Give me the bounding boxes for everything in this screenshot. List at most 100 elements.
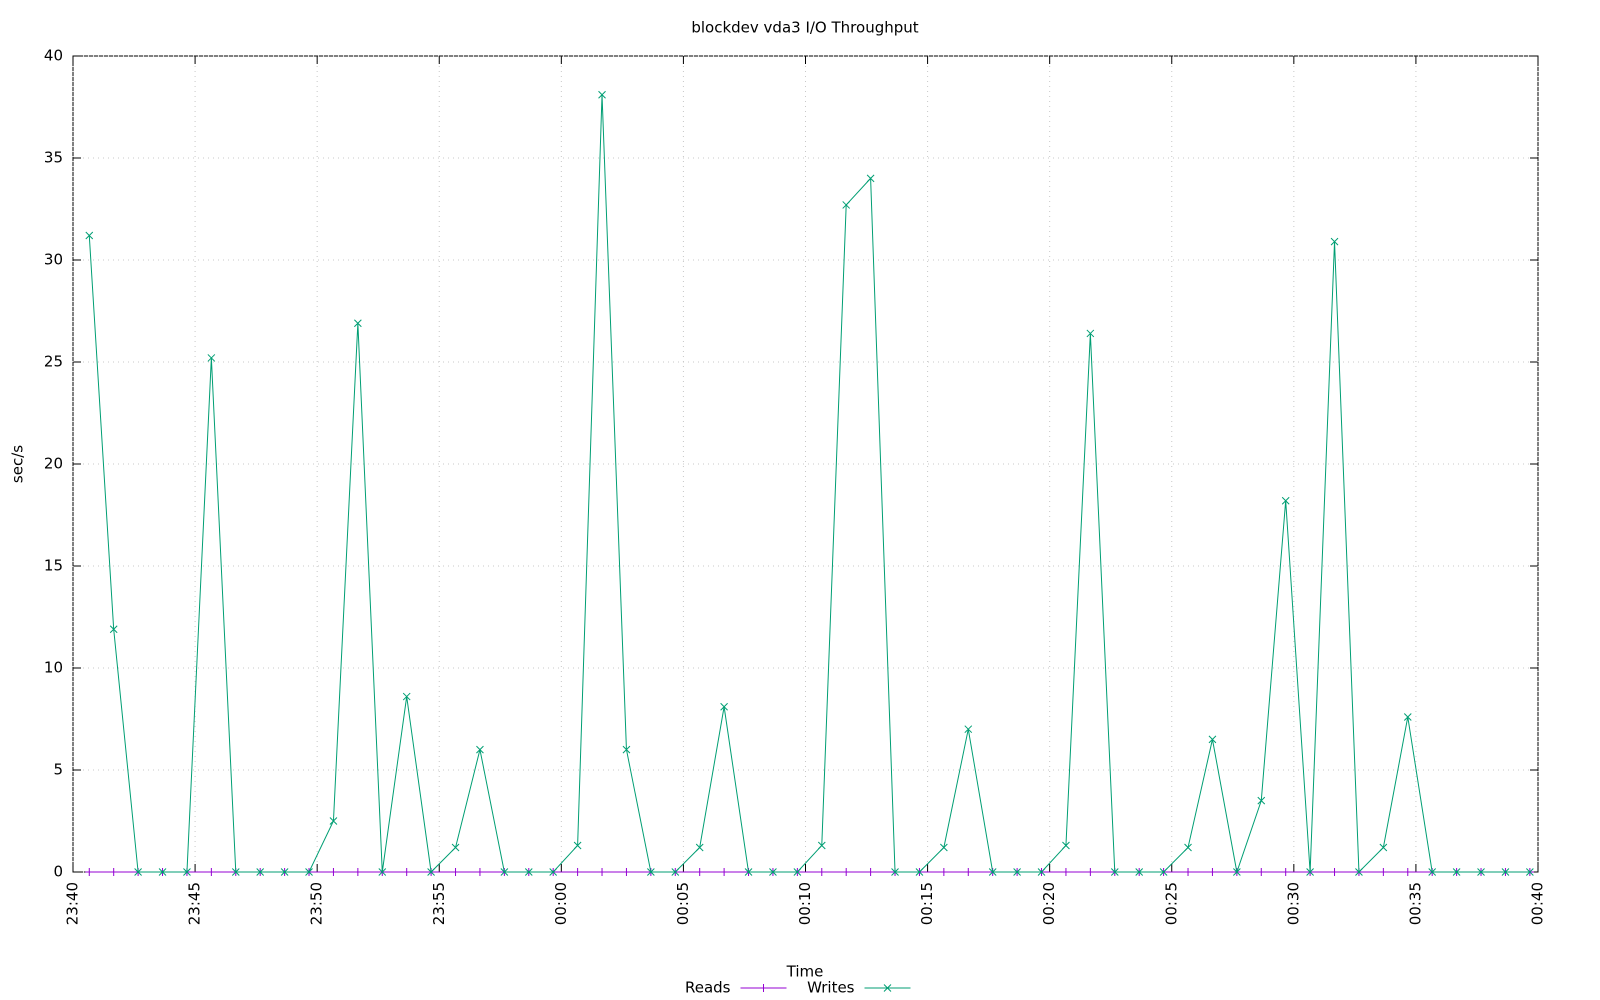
x-tick-label: 23:50 xyxy=(308,882,326,925)
x-tick-label: 00:35 xyxy=(1406,882,1424,925)
point-marker xyxy=(1037,868,1046,876)
x-tick-label: 23:45 xyxy=(186,882,204,925)
point-marker xyxy=(1306,868,1314,876)
y-tick-label: 15 xyxy=(44,557,63,575)
point-marker xyxy=(883,984,892,992)
point-marker xyxy=(451,843,460,852)
point-marker xyxy=(769,868,777,876)
point-marker xyxy=(940,843,948,852)
point-marker xyxy=(1233,868,1241,876)
point-marker xyxy=(231,868,240,876)
point-marker xyxy=(573,841,582,850)
point-marker xyxy=(573,868,582,876)
point-marker xyxy=(1355,868,1363,876)
point-marker xyxy=(1281,868,1290,876)
point-marker xyxy=(1330,237,1339,246)
point-marker xyxy=(1281,496,1290,505)
point-marker xyxy=(842,201,851,209)
point-marker xyxy=(939,868,948,876)
point-marker xyxy=(1135,868,1144,876)
point-marker xyxy=(329,868,338,876)
point-marker xyxy=(1257,868,1266,876)
y-tick-label: 30 xyxy=(44,251,63,269)
point-marker xyxy=(183,868,191,876)
point-marker xyxy=(500,868,509,876)
point-marker xyxy=(1379,843,1388,852)
x-tick-label: 00:40 xyxy=(1529,882,1547,925)
chart-title: blockdev vda3 I/O Throughput xyxy=(691,19,918,37)
point-marker xyxy=(256,868,265,876)
x-tick-label: 00:30 xyxy=(1284,882,1302,925)
point-marker xyxy=(1061,868,1070,876)
point-marker xyxy=(1086,329,1095,338)
point-marker xyxy=(85,868,94,876)
point-marker xyxy=(305,868,313,876)
y-tick-label: 10 xyxy=(44,659,63,677)
point-marker xyxy=(109,868,118,876)
point-marker xyxy=(1184,868,1193,876)
point-marker xyxy=(671,868,680,876)
x-tick-label: 23:40 xyxy=(64,882,82,925)
point-marker xyxy=(720,702,728,711)
x-tick-label: 00:10 xyxy=(796,882,814,925)
point-marker xyxy=(353,868,362,876)
point-marker xyxy=(549,868,558,876)
point-marker xyxy=(1184,843,1192,852)
point-marker xyxy=(1013,868,1021,876)
series-line xyxy=(88,94,1530,874)
point-marker xyxy=(647,868,655,876)
point-marker xyxy=(402,692,411,701)
point-marker xyxy=(759,984,768,992)
point-marker xyxy=(866,174,875,183)
point-marker xyxy=(695,843,704,852)
y-tick-label: 35 xyxy=(44,149,63,167)
point-marker xyxy=(744,868,753,876)
point-marker xyxy=(207,868,216,876)
point-marker xyxy=(524,868,533,876)
point-marker xyxy=(1452,868,1461,876)
point-marker xyxy=(988,868,997,876)
point-marker xyxy=(915,868,924,876)
legend-label: Writes xyxy=(807,979,855,997)
point-marker xyxy=(109,625,118,634)
point-marker xyxy=(1526,868,1534,876)
point-marker xyxy=(622,745,631,754)
point-marker xyxy=(1208,868,1217,876)
point-marker xyxy=(378,868,387,876)
point-marker xyxy=(817,868,826,876)
point-marker xyxy=(451,868,460,876)
legend-label: Reads xyxy=(685,979,731,997)
y-axis-label: sec/s xyxy=(9,445,27,483)
point-marker xyxy=(1330,868,1339,876)
point-marker xyxy=(793,868,802,876)
point-marker xyxy=(866,868,875,876)
x-tick-label: 00:05 xyxy=(674,882,692,925)
y-tick-label: 25 xyxy=(44,353,63,371)
x-tick-label: 00:15 xyxy=(918,882,936,925)
point-marker xyxy=(720,868,729,876)
point-marker xyxy=(329,817,338,825)
point-marker xyxy=(1477,868,1485,876)
point-marker xyxy=(1403,868,1412,876)
point-marker xyxy=(1159,868,1168,876)
x-axis-label: Time xyxy=(786,963,824,981)
point-marker xyxy=(842,868,851,876)
y-tick-label: 40 xyxy=(44,47,63,65)
point-marker xyxy=(598,90,606,99)
point-marker xyxy=(1379,868,1388,876)
y-tick-label: 20 xyxy=(44,455,63,473)
y-tick-label: 5 xyxy=(53,761,63,779)
x-tick-label: 00:20 xyxy=(1040,882,1058,925)
point-marker xyxy=(427,868,435,876)
x-tick-label: 00:25 xyxy=(1162,882,1180,925)
point-marker xyxy=(598,868,607,876)
point-marker xyxy=(475,868,484,876)
point-marker xyxy=(964,868,973,876)
point-marker xyxy=(1403,713,1412,721)
point-marker xyxy=(85,231,94,240)
point-marker xyxy=(622,868,631,876)
point-marker xyxy=(1428,868,1437,876)
point-marker xyxy=(1208,735,1217,744)
point-marker xyxy=(134,868,142,876)
